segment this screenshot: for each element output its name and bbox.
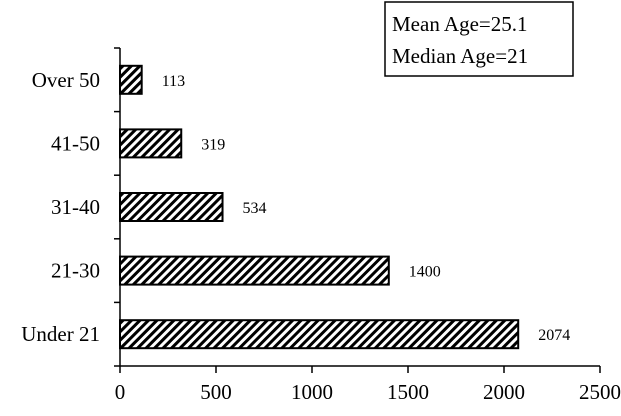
category-label: 21-30 xyxy=(51,259,100,283)
x-tick-label: 1000 xyxy=(291,380,333,404)
x-tick-label: 1500 xyxy=(387,380,429,404)
annotation-line-mean: Mean Age=25.1 xyxy=(392,12,528,36)
bar xyxy=(119,128,183,159)
data-label: 534 xyxy=(243,200,267,217)
bar xyxy=(119,255,390,286)
bar xyxy=(119,192,224,222)
data-label: 113 xyxy=(162,73,185,90)
bar xyxy=(119,64,143,95)
annotation-box xyxy=(384,1,574,77)
data-label: 2074 xyxy=(538,327,570,344)
x-tick-label: 2500 xyxy=(579,380,621,404)
category-label: Over 50 xyxy=(32,68,100,92)
bars xyxy=(119,64,520,350)
category-label: 41-50 xyxy=(51,131,100,155)
x-tick-label: 500 xyxy=(200,380,232,404)
bar xyxy=(119,319,520,350)
x-tick-label: 2000 xyxy=(483,380,525,404)
category-label: 31-40 xyxy=(51,195,100,219)
category-label: Under 21 xyxy=(21,322,100,346)
stats-annotation: Mean Age=25.1 Median Age=21 xyxy=(384,1,574,77)
labels: 2074 Under 21 1400 21-30 534 31-40 319 41-50 113… xyxy=(21,68,621,404)
x-tick-label: 0 xyxy=(115,380,126,404)
data-label: 319 xyxy=(201,136,225,153)
axes xyxy=(114,47,601,373)
data-label: 1400 xyxy=(409,264,441,281)
annotation-line-median: Median Age=21 xyxy=(392,44,528,68)
